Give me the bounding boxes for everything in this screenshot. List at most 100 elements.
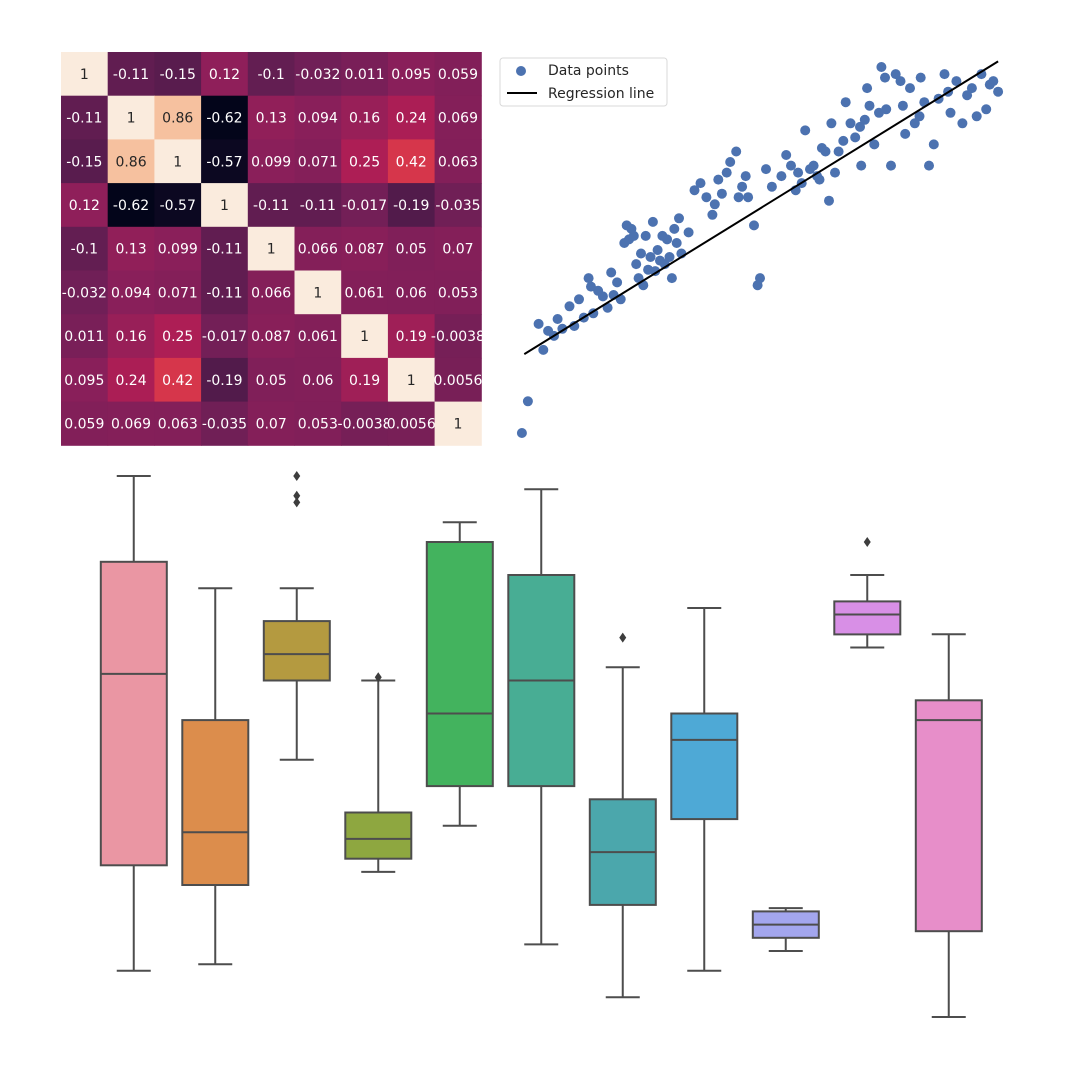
scatter-point — [914, 111, 925, 122]
heatmap-cell-label: -0.19 — [206, 373, 242, 389]
heatmap-cell — [434, 139, 482, 184]
heatmap-cell-label: 0.42 — [396, 154, 427, 170]
heatmap-cell — [341, 314, 389, 359]
heatmap-cell-label: 0.86 — [115, 154, 146, 170]
scatter-point — [516, 428, 527, 438]
heatmap-cell — [154, 357, 202, 403]
scatter-point — [808, 160, 819, 171]
heatmap-cell — [61, 183, 109, 228]
legend-marker-points — [516, 66, 526, 76]
heatmap-cell-label: 0.24 — [115, 373, 146, 389]
legend: Data points Regression line — [499, 57, 668, 107]
scatter-point — [962, 90, 973, 101]
box-group — [99, 475, 168, 972]
scatter-point — [909, 118, 920, 129]
heatmap-cell — [247, 52, 295, 97]
heatmap-cell — [434, 52, 482, 97]
scatter-point — [707, 209, 718, 220]
scatter-point — [552, 314, 563, 324]
scatter-point — [633, 273, 644, 284]
heatmap-cell-label: -0.57 — [206, 154, 242, 170]
scatter-point — [993, 86, 1004, 97]
heatmap-cell — [107, 314, 155, 359]
heatmap-cell — [107, 52, 155, 97]
heatmap-cell-label: -0.032 — [295, 67, 340, 83]
heatmap-cell-label: -0.11 — [206, 242, 242, 258]
scatter-point — [833, 146, 844, 157]
boxplot — [99, 471, 983, 1018]
scatter-point — [631, 259, 642, 270]
scatter-point — [583, 273, 594, 284]
heatmap-cell-label: 0.099 — [251, 154, 291, 170]
scatter-point — [645, 252, 656, 262]
scatter-point — [855, 121, 865, 132]
scatter-point — [988, 76, 999, 87]
scatter-point — [876, 62, 887, 72]
heatmap-cell-label: 0.059 — [64, 416, 104, 432]
scatter-point — [981, 104, 992, 115]
heatmap-cell-label: 1 — [267, 242, 276, 258]
heatmap-cell-label: 1 — [220, 198, 229, 214]
heatmap-cell — [247, 95, 295, 140]
heatmap-cell-label: 0.13 — [256, 111, 287, 127]
heatmap-cell-label: -0.035 — [202, 416, 247, 432]
scatter-point — [671, 238, 682, 248]
heatmap-cell — [294, 52, 342, 97]
heatmap-cell — [201, 314, 249, 359]
box-body — [670, 712, 739, 821]
heatmap-cell — [107, 357, 155, 403]
box-group — [751, 907, 820, 952]
scatter-point — [713, 174, 724, 185]
heatmap-cell — [434, 314, 482, 359]
heatmap-cell-label: 0.066 — [251, 285, 291, 301]
heatmap-cell — [247, 139, 295, 184]
heatmap-cell-label: 1 — [127, 111, 136, 127]
scatter-point — [538, 344, 549, 355]
heatmap-cell — [387, 270, 436, 315]
scatter-point — [740, 171, 751, 182]
heatmap-cell-label: 0.087 — [251, 329, 291, 345]
scatter-point — [564, 301, 575, 312]
heatmap-cell — [341, 357, 389, 403]
scatter-point — [850, 132, 861, 143]
scatter-point — [976, 69, 987, 80]
scatter-point — [880, 72, 890, 83]
heatmap-cell-label: 0.16 — [349, 111, 380, 127]
regression-line — [523, 60, 999, 355]
heatmap-cell — [387, 139, 436, 184]
box-group — [344, 672, 413, 873]
heatmap-cell-label: -0.035 — [435, 198, 480, 214]
heatmap-cell-label: -0.017 — [342, 198, 387, 214]
scatter-point — [897, 100, 908, 111]
heatmap-cell-label: 0.05 — [256, 373, 287, 389]
box-outlier — [619, 632, 627, 643]
heatmap-cell-label: -0.62 — [206, 111, 242, 127]
scatter-point — [636, 248, 646, 259]
heatmap-cell — [61, 270, 109, 315]
scatter-point — [856, 160, 867, 171]
box-group — [262, 471, 331, 761]
heatmap-cell — [201, 52, 249, 97]
heatmap-cell-label: 0.061 — [345, 285, 385, 301]
legend-frame — [499, 57, 668, 107]
heatmap-cell — [387, 314, 436, 359]
heatmap-cell — [247, 314, 295, 359]
scatter-point — [800, 125, 811, 136]
heatmap-cell-label: 0.099 — [158, 242, 198, 258]
scatter-point — [733, 192, 744, 203]
heatmap-cell-label: -0.0038 — [431, 329, 485, 345]
scatter-point — [761, 164, 771, 175]
box-outlier — [293, 471, 301, 481]
heatmap-cell-label: 0.19 — [396, 329, 427, 345]
scatter-point — [650, 266, 661, 277]
box-group — [833, 536, 902, 649]
heatmap-cell — [201, 95, 249, 140]
heatmap-cell — [247, 357, 295, 403]
scatter-point — [881, 104, 892, 115]
heatmap-cell-label: 0.06 — [302, 373, 333, 389]
heatmap-cell-label: -0.11 — [113, 67, 149, 83]
scatter-point — [966, 83, 977, 94]
heatmap-cell-label: 1 — [313, 285, 322, 301]
heatmap-cell — [201, 357, 249, 403]
heatmap-cell-label: 0.011 — [64, 329, 104, 345]
